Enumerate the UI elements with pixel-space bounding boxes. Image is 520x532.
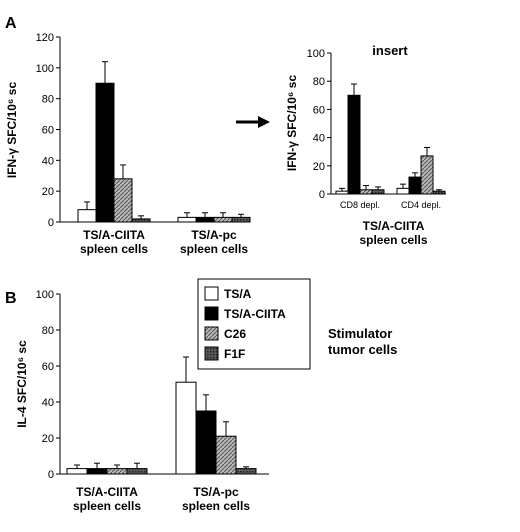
bar-f1f	[126, 468, 148, 475]
y-tick-label: 20	[313, 161, 325, 173]
bar-c26	[215, 435, 237, 475]
bar-c26	[113, 178, 133, 223]
category-label-line: TS/A-pc	[191, 228, 237, 242]
category-label: CD4 depl.	[401, 200, 441, 210]
bar-c26	[213, 216, 233, 223]
legend-swatch-c26	[204, 326, 219, 341]
legend-swatch-ts-a	[204, 286, 219, 301]
x-axis-label-line: TS/A-CIITA	[363, 219, 425, 233]
legend-swatch-ts-a-ciita	[204, 306, 219, 321]
y-tick-label: 0	[48, 217, 54, 229]
y-tick-label: 40	[42, 397, 54, 409]
arrow-to-insert	[236, 116, 270, 128]
bar-ts-a-ciita	[195, 410, 217, 475]
y-tick-label: 0	[319, 189, 325, 201]
legend-title: Stimulator tumor cells	[328, 326, 397, 357]
bar-ts-a-ciita	[195, 216, 215, 223]
y-tick-label: 60	[42, 125, 54, 137]
category-label-line: spleen cells	[73, 499, 141, 513]
chart-insert: 0 20 40 60 80 100 IFN-γ SFC/10⁶ sc CD8 depl. CD4…	[285, 43, 446, 247]
bar-f1f	[235, 468, 257, 475]
bar-c26	[359, 189, 373, 195]
y-tick-label: 60	[313, 104, 325, 116]
panel-label-b: B	[5, 290, 17, 307]
y-tick-label: 60	[42, 361, 54, 373]
category-label-line: CD4 depl.	[401, 200, 441, 210]
y-axis-label: IFN-γ SFC/10⁶ sc	[5, 82, 19, 179]
category-label-line: TS/A-CIITA	[76, 485, 138, 499]
category-label-line: spleen cells	[80, 242, 148, 256]
bar-ts-a	[177, 216, 197, 223]
bar-ts-a	[77, 209, 97, 223]
y-axis-label: IL-4 SFC/10⁶ sc	[15, 340, 29, 428]
bar-ts-a	[66, 468, 88, 475]
category-label-line: spleen cells	[182, 499, 250, 513]
legend-label-f1f: F1F	[224, 347, 245, 361]
bar-ts-a-ciita	[95, 82, 115, 223]
category-label-line: CD8 depl.	[340, 200, 380, 210]
chart-title: insert	[372, 43, 408, 58]
x-axis-label-line: spleen cells	[359, 233, 427, 247]
y-tick-label: 80	[313, 76, 325, 88]
category-label: TS/A-CIITA spleen cells	[80, 228, 148, 256]
legend-swatch-f1f	[204, 346, 219, 361]
y-tick-label: 0	[48, 469, 54, 481]
y-tick-label: 100	[36, 63, 54, 75]
category-label-line: spleen cells	[180, 242, 248, 256]
y-axis-label: IFN-γ SFC/10⁶ sc	[285, 75, 299, 172]
y-tick-label: 100	[36, 289, 54, 301]
legend-title-line: tumor cells	[328, 342, 397, 357]
bar-f1f	[231, 216, 251, 223]
bar-f1f	[131, 218, 151, 223]
panel-label-a: A	[5, 15, 17, 32]
category-label-line: TS/A-pc	[193, 485, 239, 499]
bar-ts-a	[396, 187, 410, 195]
bar-ts-a	[175, 381, 197, 475]
bar-f1f	[432, 190, 446, 195]
y-tick-label: 40	[42, 155, 54, 167]
bar-c26	[106, 468, 128, 475]
bar-c26	[420, 155, 434, 195]
bar-ts-a-ciita	[408, 176, 422, 195]
x-axis-label: TS/A-CIITA spleen cells	[359, 219, 427, 247]
legend-label-ts-a-ciita: TS/A-CIITA	[224, 307, 286, 321]
category-label: CD8 depl.	[340, 200, 380, 210]
category-label: TS/A-CIITA spleen cells	[73, 485, 141, 513]
y-tick-label: 20	[42, 433, 54, 445]
category-label-line: TS/A-CIITA	[83, 228, 145, 242]
y-tick-label: 120	[36, 32, 54, 44]
legend-label-c26: C26	[224, 327, 246, 341]
category-label: TS/A-pc spleen cells	[180, 228, 248, 256]
legend-label-ts-a: TS/A	[224, 287, 252, 301]
legend: TS/A TS/A-CIITA C26 F1F Stimulator tumor cell…	[197, 278, 397, 370]
bar-ts-a-ciita	[347, 94, 361, 195]
y-tick-label: 80	[42, 325, 54, 337]
chart-panel-a: 0 20 40 60 80 100 120 IFN-γ SFC/10⁶ sc TS/A-CIIT…	[5, 32, 251, 256]
legend-title-line: Stimulator	[328, 326, 392, 341]
y-tick-label: 40	[313, 133, 325, 145]
y-tick-label: 20	[42, 186, 54, 198]
bar-f1f	[371, 189, 385, 195]
category-label: TS/A-pc spleen cells	[182, 485, 250, 513]
bar-ts-a-ciita	[86, 468, 108, 475]
y-tick-label: 80	[42, 94, 54, 106]
bar-ts-a	[335, 190, 349, 195]
y-tick-label: 100	[307, 48, 325, 60]
